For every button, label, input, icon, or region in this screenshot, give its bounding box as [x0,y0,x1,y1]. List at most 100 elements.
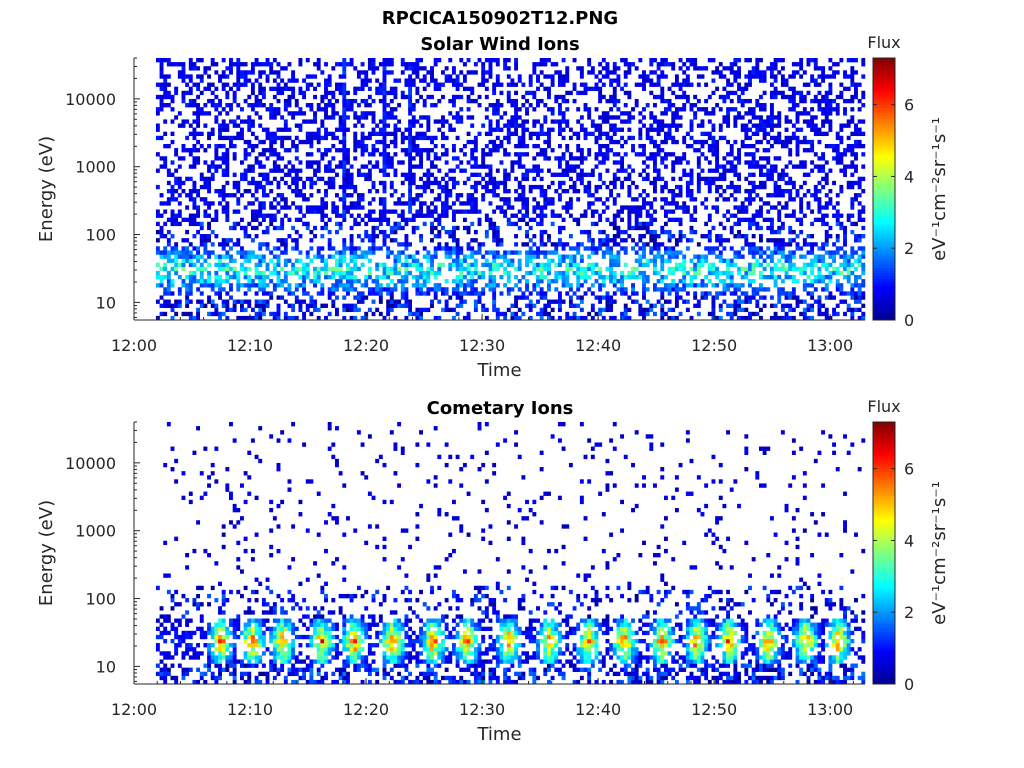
heatmap-cell [737,234,741,239]
heatmap-cell [462,266,467,272]
heatmap-cell [557,103,562,108]
heatmap-cell [415,74,420,79]
heatmap-cell [780,94,785,100]
heatmap-cell [309,143,314,149]
heatmap-cell [503,172,508,177]
heatmap-cell [331,266,336,272]
heatmap-cell [364,98,369,104]
heatmap-cell [715,246,720,251]
heatmap-cell [616,262,621,268]
heatmap-cell [236,131,241,137]
heatmap-cell [554,246,559,251]
heatmap-cell [609,115,614,120]
heatmap-cell [609,295,614,300]
heatmap-cell [568,197,573,202]
heatmap-cell [762,274,767,280]
heatmap-cell [539,234,544,239]
heatmap-cell [188,66,193,71]
heatmap-cell [605,246,610,251]
heatmap-cell [250,168,255,173]
heatmap-cell [711,295,716,300]
heatmap-cell [572,184,577,190]
heatmap-cell [532,283,537,288]
heatmap-cell [210,283,215,288]
heatmap-cell [759,107,763,112]
heatmap-cell [492,299,497,304]
heatmap-cell [291,291,296,296]
heatmap-cell [214,209,219,214]
heatmap-cell [536,119,540,124]
heatmap-cell [740,143,745,149]
heatmap-cell [422,131,427,137]
heatmap-cell [557,70,562,75]
heatmap-cell [707,279,712,284]
heatmap-cell [660,184,665,190]
heatmap-cell [393,90,398,96]
heatmap-cell [700,279,705,284]
heatmap-cell [305,152,310,157]
heatmap-cell [766,148,771,153]
heatmap-cell [605,291,610,296]
heatmap-cell [462,258,467,263]
heatmap-cell [693,115,698,120]
heatmap-cell [587,148,592,153]
heatmap-cell [649,221,654,227]
heatmap-cell [517,287,522,292]
heatmap-cell [631,197,635,202]
heatmap-cell [707,143,712,149]
heatmap-cell [737,70,741,75]
heatmap-cell [174,242,179,247]
heatmap-cell [576,262,581,268]
heatmap-cell [448,98,453,104]
heatmap-cell [364,279,369,284]
heatmap-cell [448,111,453,116]
heatmap-cell [788,160,793,165]
heatmap-cell [473,258,478,263]
heatmap-cell [272,135,277,141]
heatmap-cell [269,205,274,210]
heatmap-cell [550,148,555,153]
heatmap-cell [163,234,168,239]
heatmap-cell [364,213,369,218]
heatmap-cell [631,287,635,292]
heatmap-cell [283,270,288,276]
heatmap-cell [696,176,701,182]
heatmap-cell [430,139,434,145]
heatmap-cell [748,225,752,231]
heatmap-cell [250,131,255,137]
heatmap-cell [203,148,208,153]
heatmap-cell [627,189,632,194]
heatmap-cell [247,287,252,292]
heatmap-cell [514,176,519,182]
heatmap-cell [488,139,493,145]
heatmap-cell [656,74,661,79]
heatmap-cell [565,242,570,247]
heatmap-cell [207,205,211,210]
heatmap-cell [455,311,460,317]
heatmap-cell [751,123,756,128]
heatmap-cell [722,135,727,141]
heatmap-cell [360,135,365,141]
heatmap-cell [411,148,416,153]
heatmap-cell [294,103,299,108]
heatmap-cell [473,229,478,235]
heatmap-cell [769,217,774,222]
heatmap-cell [386,123,391,128]
heatmap-cell [554,213,559,218]
heatmap-cell [232,119,237,124]
heatmap-cell [367,270,372,276]
heatmap-cell [517,115,522,120]
heatmap-cell [232,274,237,280]
heatmap-cell [645,262,650,268]
heatmap-cell [601,229,606,235]
heatmap-cell [214,270,219,276]
heatmap-cell [250,254,255,259]
heatmap-cell [751,156,756,161]
heatmap-cell [408,164,413,169]
heatmap-cell [199,274,204,280]
heatmap-cell [375,274,380,280]
heatmap-cell [408,66,413,71]
heatmap-cell [656,270,661,276]
heatmap-cell [408,180,413,186]
